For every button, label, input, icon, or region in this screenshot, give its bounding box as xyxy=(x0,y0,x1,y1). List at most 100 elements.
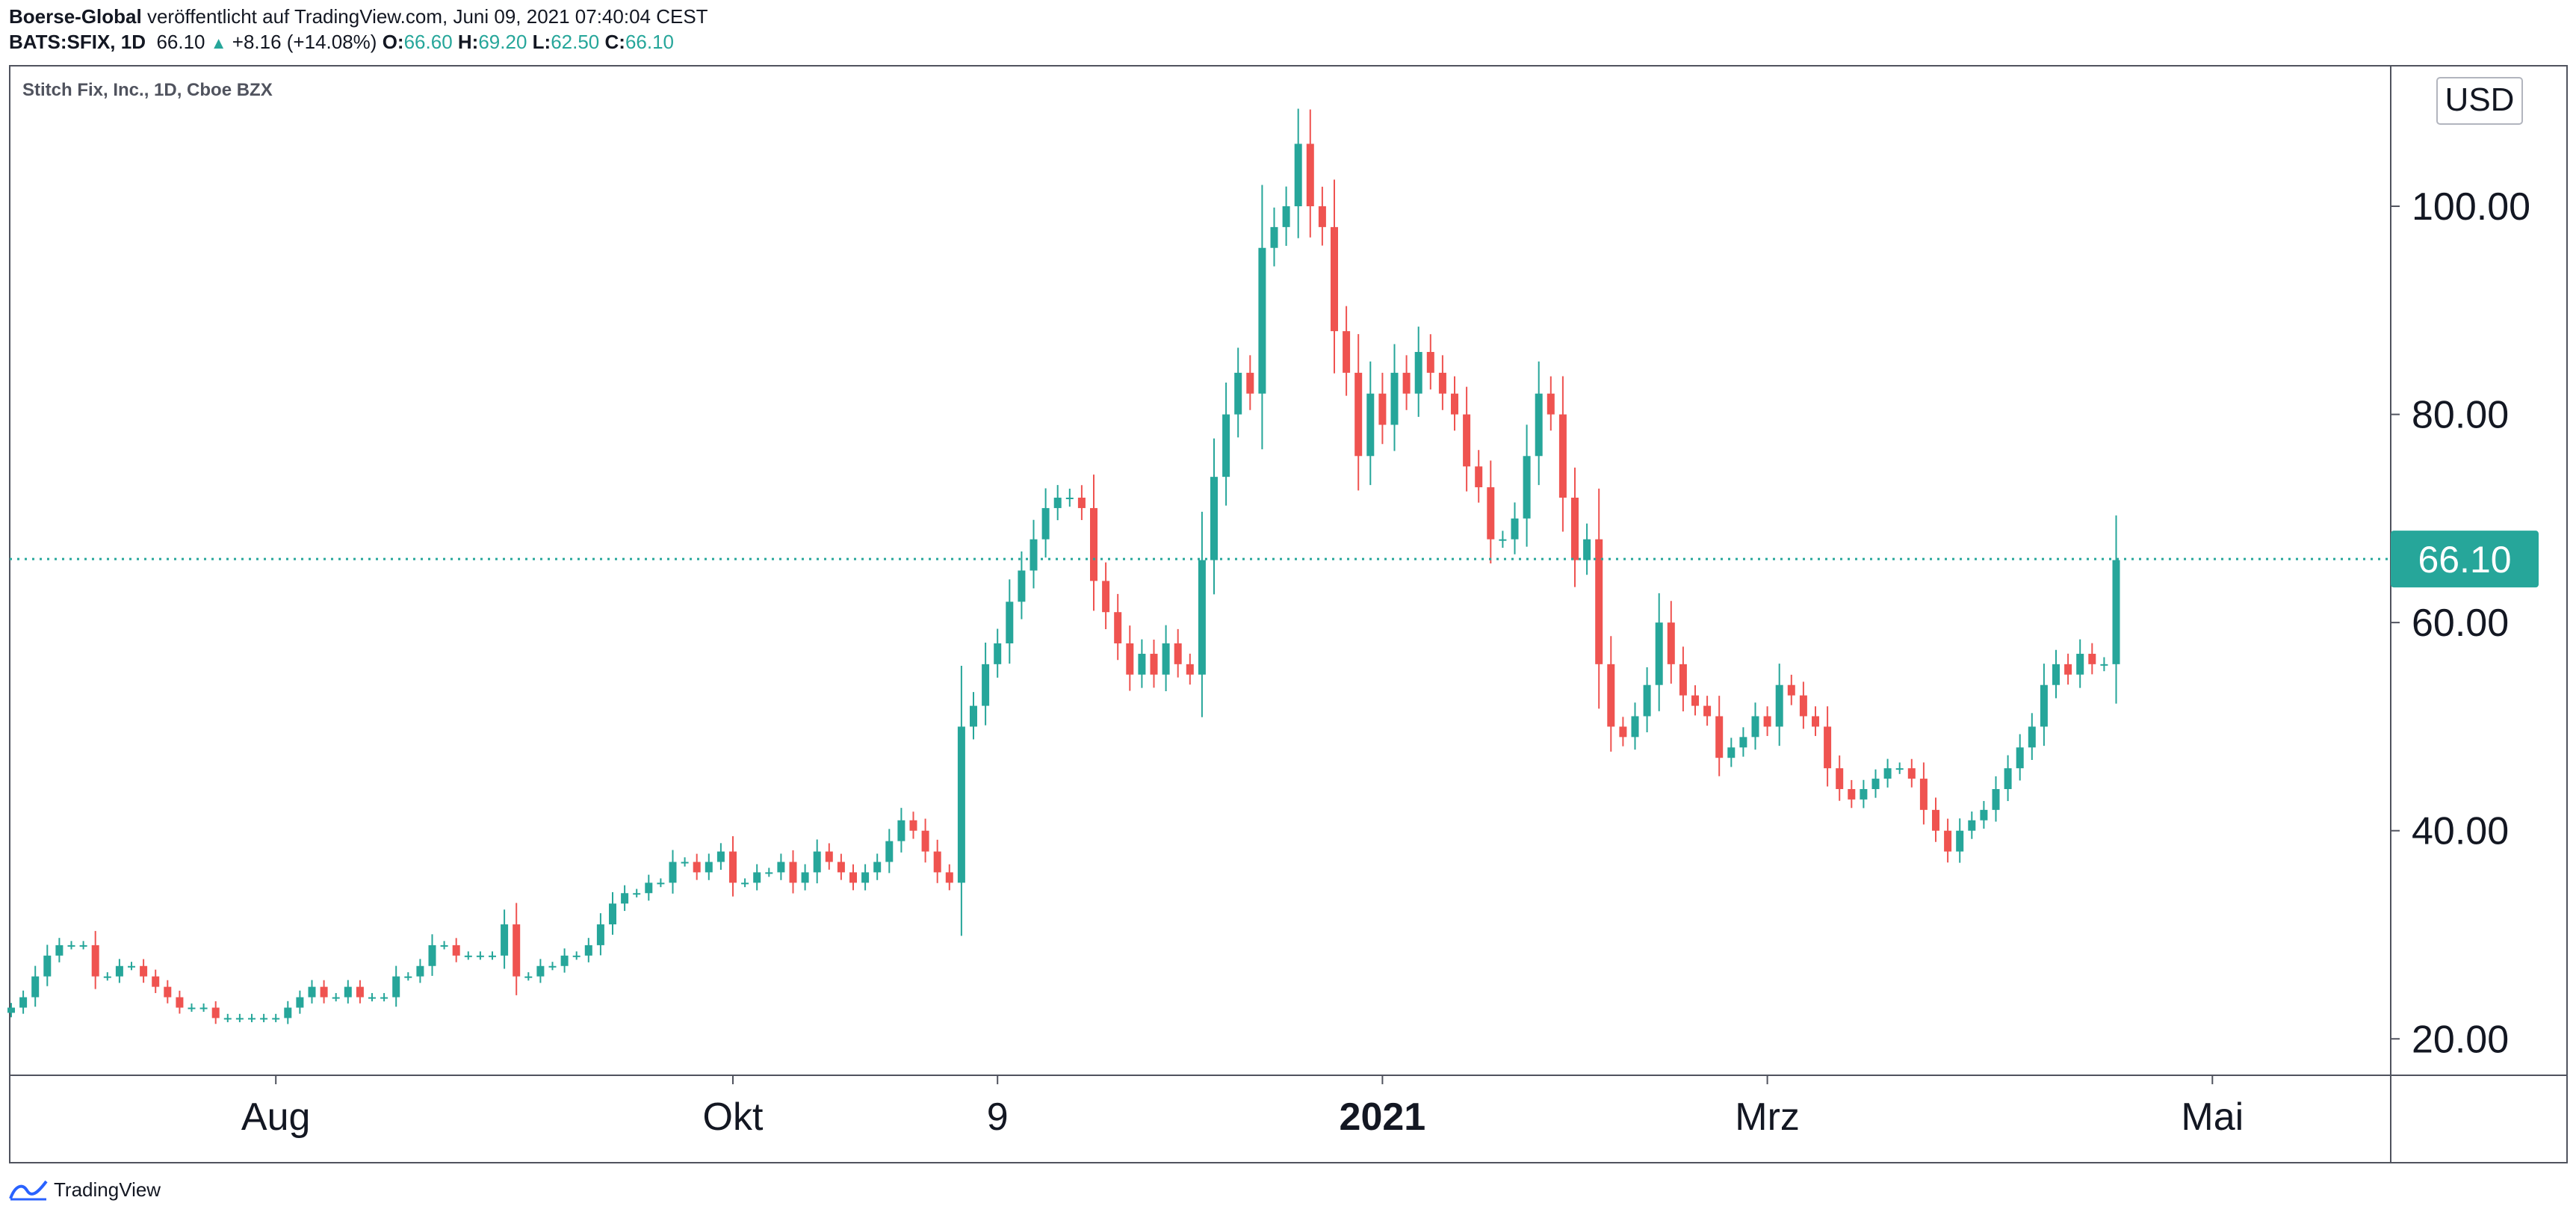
candle-body xyxy=(320,986,328,998)
candle xyxy=(1090,474,1097,611)
candle-body xyxy=(440,945,448,947)
candle xyxy=(199,1003,208,1013)
candle-body xyxy=(1715,716,1724,758)
candle xyxy=(572,951,580,960)
candle xyxy=(524,972,533,981)
candle-body xyxy=(741,882,749,885)
candle-body xyxy=(356,986,364,998)
candle xyxy=(248,1013,256,1022)
candle xyxy=(115,959,123,983)
candle-body xyxy=(1535,393,1543,457)
candle-body xyxy=(801,872,809,883)
candle xyxy=(1318,186,1326,246)
candle xyxy=(1968,812,1976,839)
candle xyxy=(2016,734,2024,781)
candle xyxy=(296,990,304,1014)
candle xyxy=(464,951,472,960)
candle xyxy=(452,938,460,962)
candle xyxy=(284,1001,292,1024)
candle xyxy=(970,692,977,740)
candle-body xyxy=(909,820,917,831)
candle xyxy=(308,980,316,1004)
candle-body xyxy=(1475,466,1483,488)
candle-body xyxy=(1378,393,1387,425)
candle-body xyxy=(716,851,725,862)
tradingview-brand[interactable]: TradingView xyxy=(9,1172,161,1208)
candle xyxy=(1895,762,1904,774)
candle xyxy=(260,1013,268,1022)
price-tick-label: 20.00 xyxy=(2412,1018,2509,1061)
candle-body xyxy=(272,1018,280,1020)
candle xyxy=(1860,779,1868,809)
currency-button[interactable] xyxy=(2436,77,2523,125)
candle-body xyxy=(1438,372,1446,394)
candle-body xyxy=(128,965,135,968)
candle xyxy=(994,628,1002,678)
candle xyxy=(1414,327,1422,417)
candle-body xyxy=(669,862,677,883)
time-tick-label: Okt xyxy=(703,1095,764,1139)
candle-body xyxy=(1751,716,1759,738)
candle-body xyxy=(380,997,388,999)
candle xyxy=(152,969,160,993)
candle-body xyxy=(1944,830,1952,852)
candle xyxy=(777,853,785,880)
candle xyxy=(2076,639,2084,688)
time-tick-label: 2021 xyxy=(1340,1095,1426,1139)
candle-body xyxy=(681,862,689,864)
candle-body xyxy=(1583,539,1591,560)
candle xyxy=(837,853,845,880)
candle xyxy=(1294,108,1302,238)
candle-body xyxy=(933,851,941,873)
candle-body xyxy=(1077,498,1086,508)
candle xyxy=(1234,347,1242,438)
candle xyxy=(1451,376,1458,431)
candle-body xyxy=(416,965,424,977)
price-tick-label: 80.00 xyxy=(2412,394,2509,437)
candle xyxy=(741,878,749,888)
candle xyxy=(657,878,665,888)
low-label: L: xyxy=(532,31,551,53)
candle xyxy=(1246,355,1254,410)
candle-body xyxy=(1198,560,1206,675)
candle-body xyxy=(693,862,701,873)
candle-body xyxy=(1691,695,1699,706)
candle-body xyxy=(1294,143,1302,207)
candle-body xyxy=(1992,788,2000,810)
candle-body xyxy=(1426,352,1434,373)
publisher-name[interactable]: Boerse-Global xyxy=(9,5,142,28)
close-label: C: xyxy=(604,31,625,53)
candle xyxy=(548,962,557,971)
candle-body xyxy=(753,872,761,883)
candle-body xyxy=(765,872,773,874)
candle-body xyxy=(1703,705,1712,717)
candle xyxy=(440,941,448,950)
currency-label: USD xyxy=(2445,81,2515,118)
candle-body xyxy=(2100,664,2108,666)
candle xyxy=(1980,800,1988,829)
candle-body xyxy=(729,851,737,883)
candle-body xyxy=(861,872,870,883)
candle xyxy=(1114,593,1122,661)
candle xyxy=(609,891,616,935)
candle-body xyxy=(548,965,557,968)
candle-body xyxy=(1030,539,1038,571)
candle-body xyxy=(1186,664,1194,675)
candle xyxy=(320,980,328,1004)
candle-body xyxy=(188,1007,196,1010)
candle-body xyxy=(970,705,977,727)
candle xyxy=(621,885,629,912)
candle xyxy=(1643,667,1651,733)
candle-body xyxy=(55,945,64,956)
candle-body xyxy=(837,862,845,873)
candle xyxy=(1595,488,1603,709)
candle xyxy=(344,980,352,1004)
price-axis: 20.00 40.00 60.00 80.00 100.00 xyxy=(2391,185,2530,1061)
candle xyxy=(1727,738,1736,767)
candle-body xyxy=(1727,747,1736,758)
candle xyxy=(1030,519,1038,589)
candle xyxy=(1210,438,1218,595)
candle xyxy=(1041,488,1050,558)
candle-body xyxy=(657,882,665,885)
